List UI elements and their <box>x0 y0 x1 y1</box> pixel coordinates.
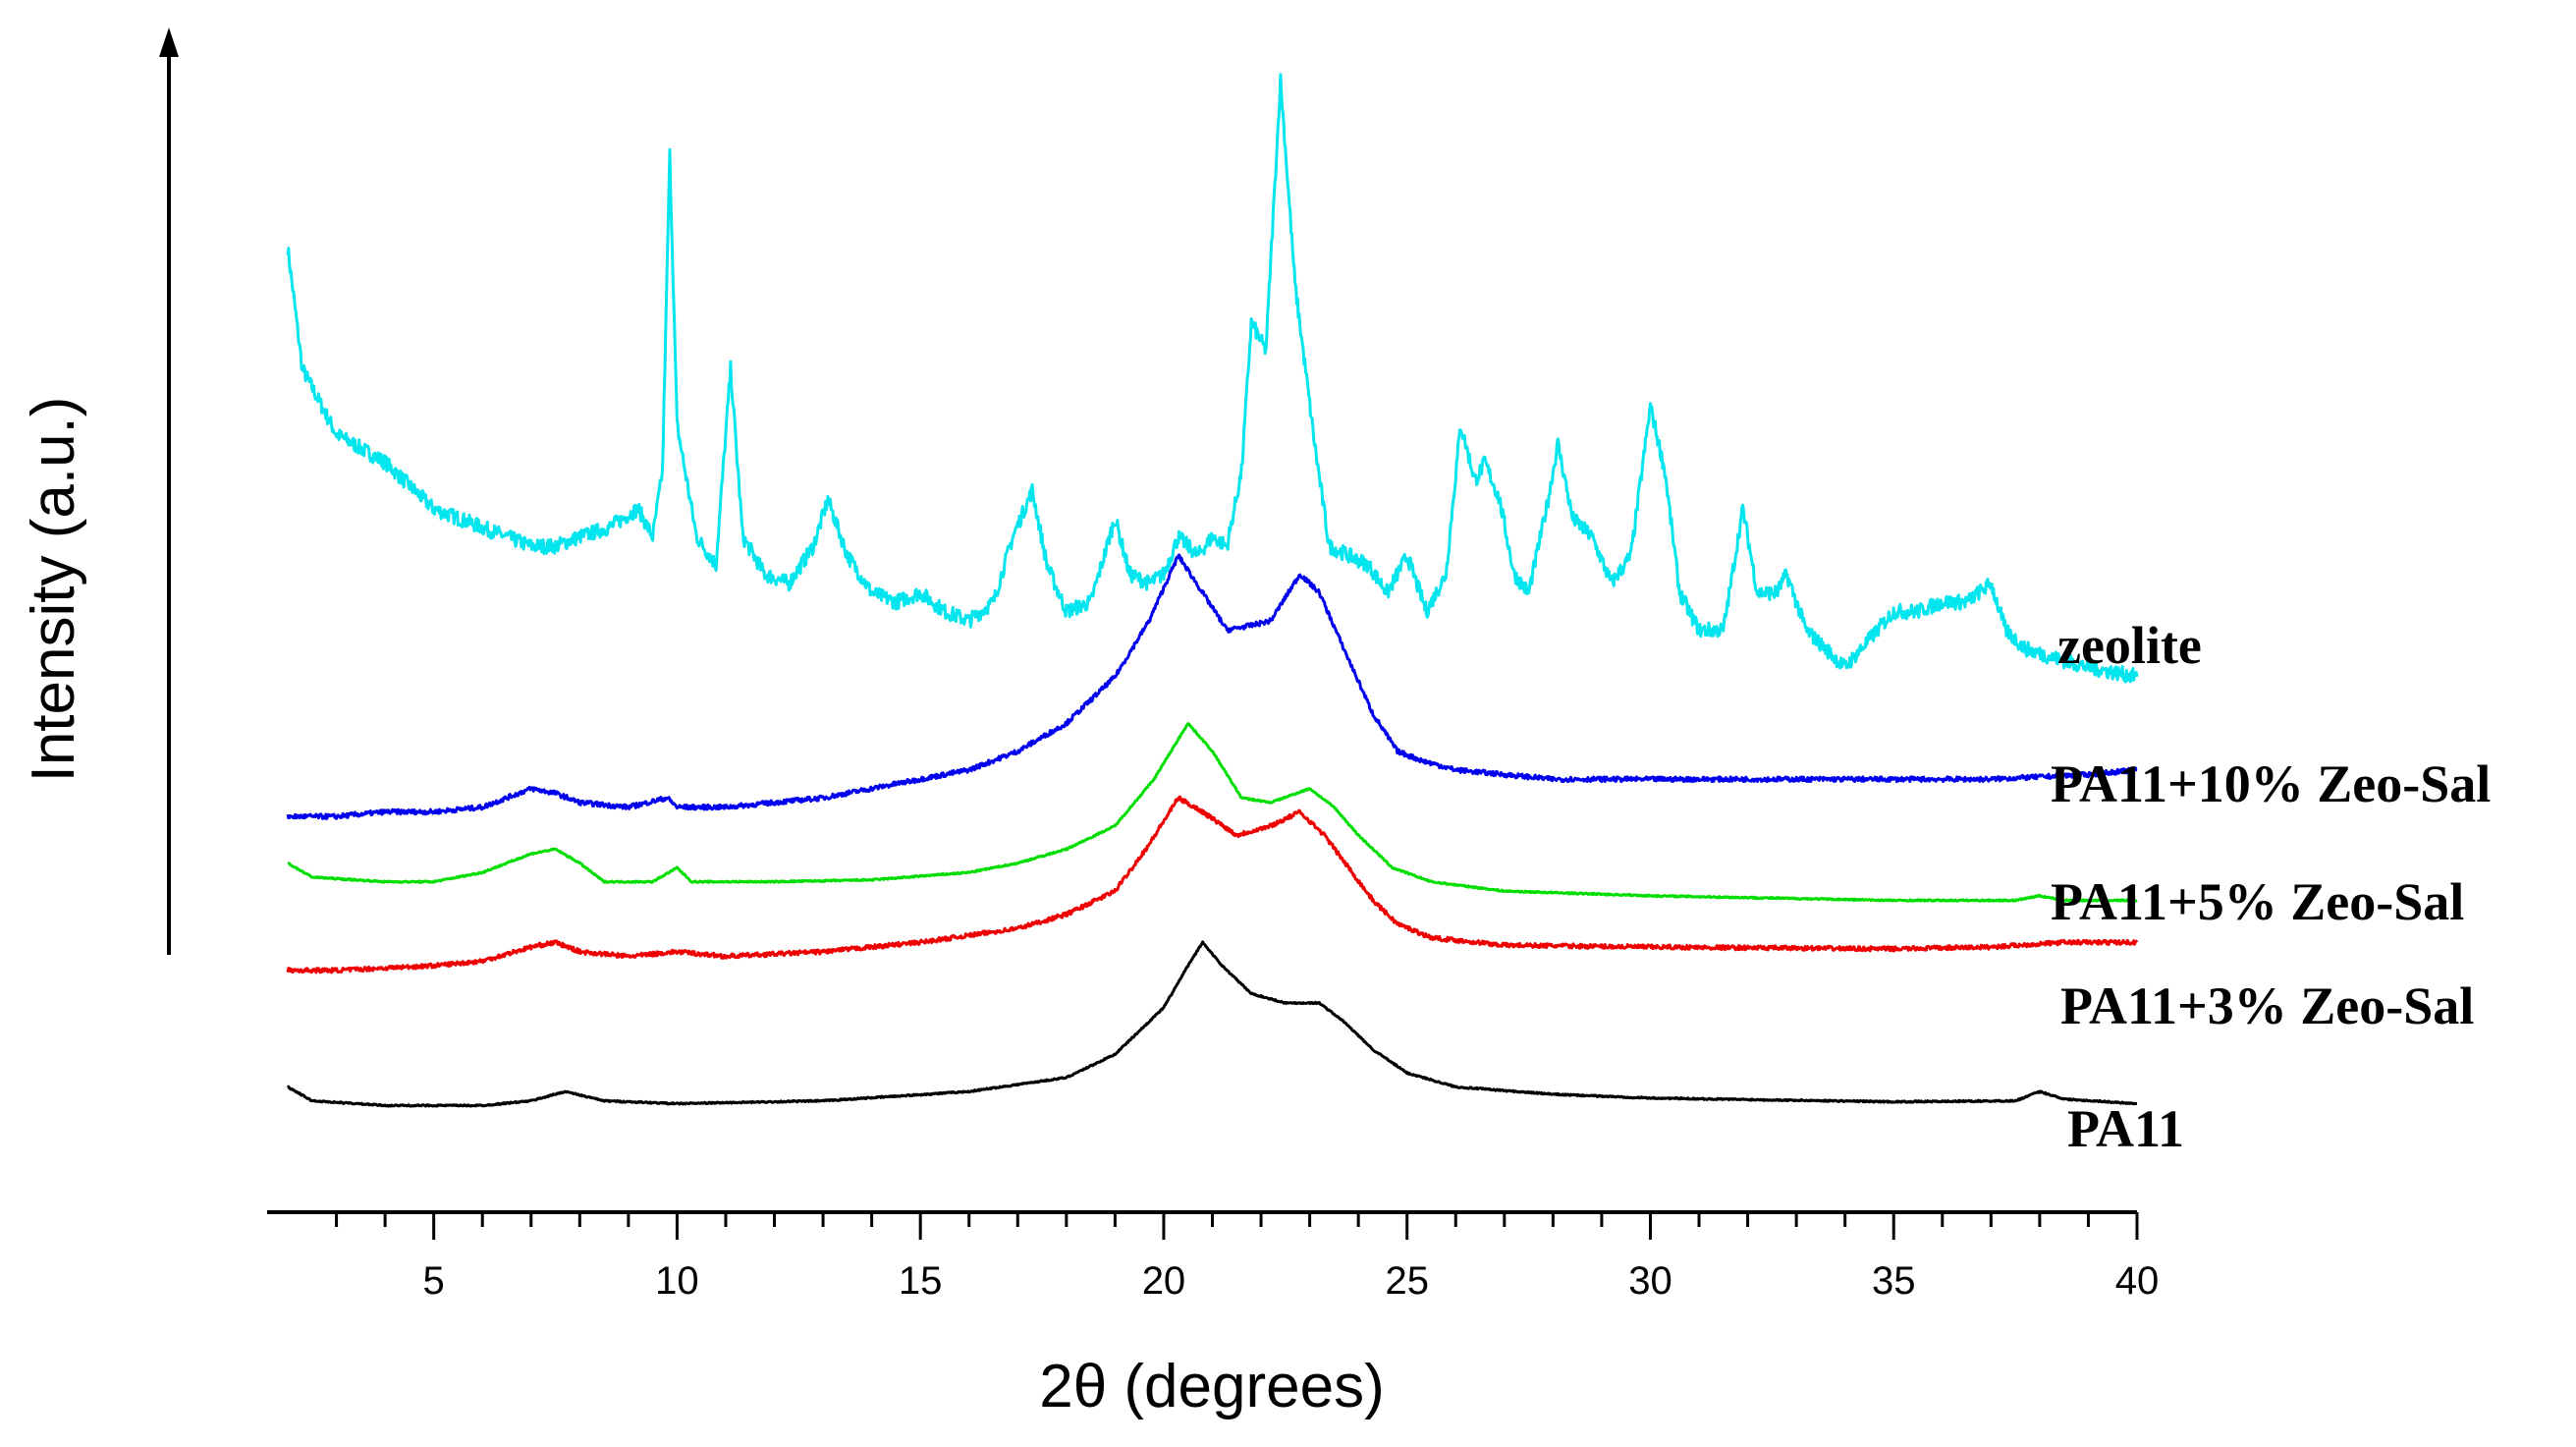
x-tick-label-35: 35 <box>1872 1259 1916 1303</box>
x-tick-label-25: 25 <box>1385 1259 1429 1303</box>
series-line-pa11 <box>286 940 2138 1108</box>
legend-label-pa11-10: PA11+10% Zeo-Sal <box>2051 754 2491 813</box>
x-ticks <box>335 1212 2139 1240</box>
x-axis-title: 2θ (degrees) <box>1039 1353 1385 1420</box>
legend-label-pa11: PA11 <box>2067 1099 2184 1158</box>
x-tick-label-20: 20 <box>1142 1259 1186 1303</box>
series-line-zeolite <box>286 73 2139 684</box>
y-axis-title: Intensity (a.u.) <box>20 397 87 783</box>
x-tick-label-15: 15 <box>899 1259 943 1303</box>
x-tick-label-10: 10 <box>655 1259 699 1303</box>
x-tick-label-40: 40 <box>2115 1259 2160 1303</box>
series-line-pa11-10-zeo-sal <box>286 553 2138 820</box>
x-tick-labels: 5 10 15 20 25 30 35 40 <box>423 1259 2160 1303</box>
series-line-pa11-5-zeo-sal <box>287 722 2138 903</box>
series-group <box>286 73 2139 1108</box>
legend-label-pa11-3: PA11+3% Zeo-Sal <box>2060 976 2474 1035</box>
x-tick-label-5: 5 <box>423 1259 445 1303</box>
legend-label-zeolite: zeolite <box>2057 616 2202 675</box>
y-axis-arrowhead <box>159 28 179 57</box>
legend-label-pa11-5: PA11+5% Zeo-Sal <box>2051 872 2464 931</box>
series-line-pa11-3-zeo-sal <box>286 795 2139 974</box>
x-tick-label-30: 30 <box>1628 1259 1672 1303</box>
